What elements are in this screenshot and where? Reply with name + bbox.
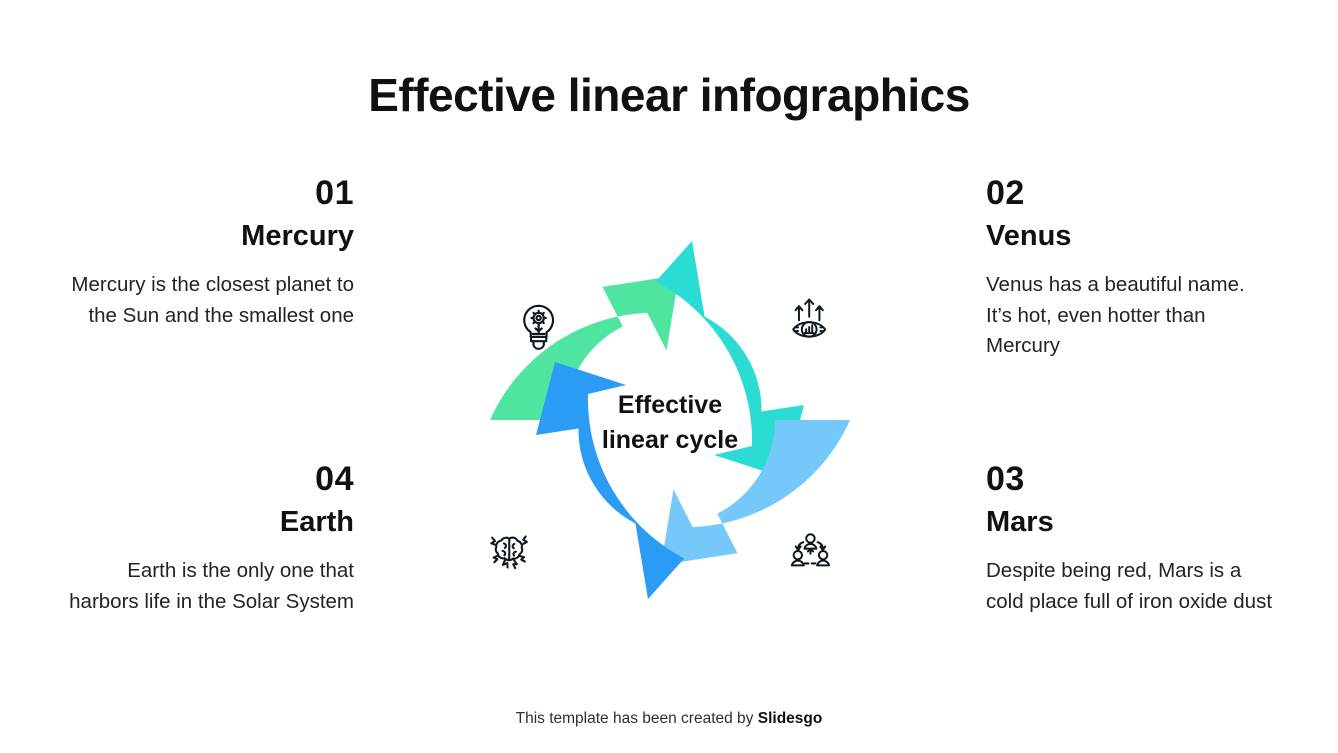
step-block-01: 01 Mercury Mercury is the closest planet… xyxy=(64,174,354,331)
cycle-arrow-mercury[interactable] xyxy=(490,275,679,420)
cycle-arrow-mars[interactable] xyxy=(661,420,850,565)
step-title-04: Earth xyxy=(279,505,354,538)
cycle-arrows-graphic xyxy=(490,241,850,599)
cycle-arrow-venus[interactable] xyxy=(655,241,804,478)
lightbulb-gear-icon xyxy=(523,304,555,350)
step-description-01: Mercury is the closest planet to the Sun… xyxy=(71,272,354,327)
cycle-arrow-venus-shape xyxy=(655,241,804,478)
step-number-04: 04 xyxy=(315,460,354,498)
step-description-03: Despite being red, Mars is a cold place … xyxy=(986,558,1273,613)
step-number-03: 03 xyxy=(986,460,1025,498)
step-block-02: 02 Venus Venus has a beautiful name. It’… xyxy=(986,174,1276,362)
footer-credit-text: This template has been created by xyxy=(515,710,758,727)
step-block-04: 04 Earth Earth is the only one that harb… xyxy=(64,460,354,617)
step-description-02: Venus has a beautiful name. It’s hot, ev… xyxy=(986,272,1245,358)
team-network-icon xyxy=(790,533,831,567)
brainstorm-brain-icon xyxy=(490,535,528,570)
step-title-01: Mercury xyxy=(241,219,354,252)
eye-chart-growth-icon xyxy=(792,298,827,338)
cycle-arrow-mars-shape xyxy=(661,420,850,565)
cycle-center-line-2: linear cycle xyxy=(601,425,739,454)
page-title: Effective linear infographics xyxy=(368,69,970,121)
step-block-03: 03 Mars Despite being red, Mars is a col… xyxy=(986,460,1276,617)
footer-credit: This template has been created by Slides… xyxy=(0,710,1338,728)
cycle-center-label: Effective linear cycle xyxy=(534,388,806,457)
footer-brand-slidesgo: Slidesgo xyxy=(757,710,823,727)
step-description-04: Earth is the only one that harbors life … xyxy=(69,558,354,613)
step-title-02: Venus xyxy=(986,219,1072,252)
cycle-arrow-earth-shape xyxy=(536,362,685,599)
cycle-diagram: Effective linear cycle xyxy=(419,140,921,710)
step-title-03: Mars xyxy=(986,505,1054,538)
cycle-arrow-mercury-shape xyxy=(490,275,679,420)
step-number-02: 02 xyxy=(986,174,1025,212)
cycle-center-line-1: Effective xyxy=(617,391,723,419)
step-number-01: 01 xyxy=(315,174,354,212)
cycle-arrow-earth[interactable] xyxy=(536,362,685,599)
